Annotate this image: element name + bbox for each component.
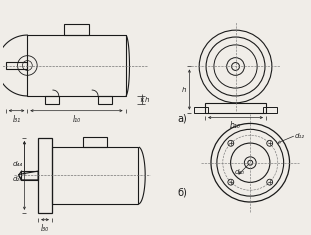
- Text: l₃₁: l₃₁: [12, 115, 21, 124]
- Bar: [38, 138, 52, 213]
- Text: d₂₅: d₂₅: [12, 176, 22, 182]
- Bar: [194, 107, 208, 113]
- Text: h: h: [145, 97, 150, 103]
- Text: h: h: [182, 86, 186, 93]
- Bar: [263, 107, 277, 113]
- Text: b₁₀: b₁₀: [230, 121, 241, 130]
- Bar: [45, 96, 59, 104]
- Text: l₁₀: l₁₀: [72, 115, 81, 124]
- Bar: [21, 171, 38, 180]
- Bar: [6, 62, 27, 69]
- Bar: [83, 137, 107, 147]
- Text: d₄₄: d₄₄: [12, 161, 22, 167]
- Bar: [52, 147, 138, 204]
- Bar: [205, 103, 266, 113]
- Text: б): б): [178, 187, 188, 197]
- Text: d₁₂: d₁₂: [295, 133, 304, 139]
- Bar: [64, 24, 89, 35]
- Text: a): a): [178, 114, 187, 124]
- Bar: [27, 35, 126, 96]
- Bar: [98, 96, 112, 104]
- Text: l₃₀: l₃₀: [41, 224, 49, 233]
- Text: d₂₀: d₂₀: [234, 168, 244, 175]
